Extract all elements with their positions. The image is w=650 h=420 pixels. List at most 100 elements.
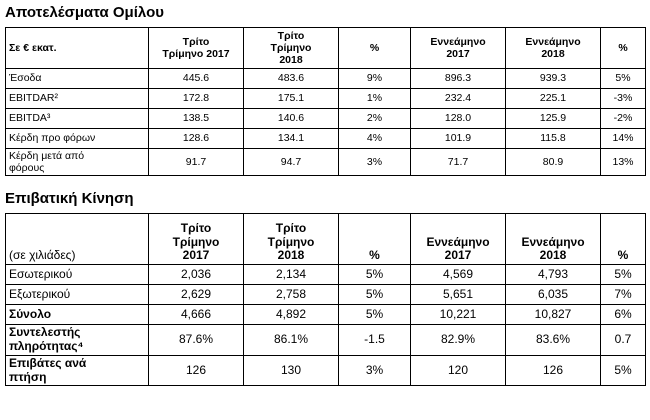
document: Αποτελέσματα Ομίλου Σε € εκατ. Τρίτο Τρίμη… — [5, 4, 646, 387]
data-row: Έσοδα 445.6 483.6 9% 896.3 939.3 5% — [5, 68, 646, 89]
value-cell: 138.5 — [148, 108, 244, 129]
value-cell: 3% — [338, 147, 411, 177]
value-cell: 83.6% — [505, 324, 601, 356]
row-label: Εξωτερικού — [5, 284, 149, 306]
value-cell: -1.5 — [338, 324, 411, 356]
value-cell: 10,827 — [505, 304, 601, 326]
header-cell: Εννεάμηνο 2017 — [410, 213, 506, 266]
data-table: Σε € εκατ. Τρίτο Τρίμηνο 2017 Τρίτο Τρίμην… — [5, 27, 646, 177]
value-cell: 120 — [410, 354, 506, 387]
header-cell: % — [338, 27, 411, 69]
row-label: EBITDA³ — [5, 108, 149, 129]
value-cell: 2,134 — [243, 264, 339, 286]
data-row: Σύνολο 4,666 4,892 5% 10,221 10,827 6% — [5, 304, 646, 326]
value-cell: 6% — [600, 304, 646, 326]
value-cell: 5% — [338, 304, 411, 326]
row-label: EBITDAR² — [5, 88, 149, 109]
section: Επιβατική Κίνηση (σε χιλιάδες) Τρίτο Τρίμη… — [5, 190, 646, 387]
header-row: (σε χιλιάδες) Τρίτο Τρίμηνο 2017 Τρίτο Τρί… — [5, 213, 646, 266]
data-table: (σε χιλιάδες) Τρίτο Τρίμηνο 2017 Τρίτο Τρί… — [5, 213, 646, 387]
value-cell: 14% — [600, 128, 646, 149]
row-label: Κέρδη προ φόρων — [5, 128, 149, 149]
value-cell: 483.6 — [243, 68, 339, 89]
header-cell: Τρίτο Τρίμηνο 2017 — [148, 213, 244, 266]
value-cell: 10,221 — [410, 304, 506, 326]
value-cell: 2,629 — [148, 284, 244, 306]
value-cell: 115.8 — [505, 128, 601, 149]
value-cell: -3% — [600, 88, 646, 109]
value-cell: 2,036 — [148, 264, 244, 286]
value-cell: 939.3 — [505, 68, 601, 89]
value-cell: 2,758 — [243, 284, 339, 306]
row-label: Κέρδη μετά από φόρους — [5, 147, 149, 177]
value-cell: -2% — [600, 108, 646, 129]
header-cell: Τρίτο Τρίμηνο 2018 — [243, 27, 339, 69]
value-cell: 225.1 — [505, 88, 601, 109]
header-cell: % — [600, 27, 646, 69]
value-cell: 125.9 — [505, 108, 601, 129]
header-cell: Σε € εκατ. — [5, 27, 149, 69]
value-cell: 2% — [338, 108, 411, 129]
data-row: Κέρδη μετά από φόρους 91.7 94.7 3% 71.7 80.9 1… — [5, 147, 646, 177]
row-label: Συντελεστής πληρότητας⁴ — [5, 324, 149, 356]
value-cell: 445.6 — [148, 68, 244, 89]
value-cell: 1% — [338, 88, 411, 109]
data-row: EBITDA³ 138.5 140.6 2% 128.0 125.9 -2% — [5, 108, 646, 129]
value-cell: 86.1% — [243, 324, 339, 356]
value-cell: 6,035 — [505, 284, 601, 306]
value-cell: 126 — [148, 354, 244, 387]
data-row: Εσωτερικού 2,036 2,134 5% 4,569 4,793 5% — [5, 264, 646, 286]
header-cell: (σε χιλιάδες) — [5, 213, 149, 266]
data-row: Εξωτερικού 2,629 2,758 5% 5,651 6,035 7% — [5, 284, 646, 306]
data-row: EBITDAR² 172.8 175.1 1% 232.4 225.1 -3% — [5, 88, 646, 109]
section: Αποτελέσματα Ομίλου Σε € εκατ. Τρίτο Τρίμη… — [5, 4, 646, 177]
value-cell: 175.1 — [243, 88, 339, 109]
value-cell: 130 — [243, 354, 339, 387]
value-cell: 4,793 — [505, 264, 601, 286]
data-row: Συντελεστής πληρότητας⁴ 87.6% 86.1% -1.5 82.… — [5, 324, 646, 356]
value-cell: 126 — [505, 354, 601, 387]
value-cell: 5% — [338, 264, 411, 286]
value-cell: 140.6 — [243, 108, 339, 129]
value-cell: 4,892 — [243, 304, 339, 326]
value-cell: 82.9% — [410, 324, 506, 356]
value-cell: 4,666 — [148, 304, 244, 326]
value-cell: 134.1 — [243, 128, 339, 149]
value-cell: 172.8 — [148, 88, 244, 109]
value-cell: 7% — [600, 284, 646, 306]
row-label: Σύνολο — [5, 304, 149, 326]
value-cell: 71.7 — [410, 147, 506, 177]
value-cell: 5% — [338, 284, 411, 306]
value-cell: 5% — [600, 264, 646, 286]
value-cell: 4% — [338, 128, 411, 149]
header-cell: Τρίτο Τρίμηνο 2017 — [148, 27, 244, 69]
value-cell: 5,651 — [410, 284, 506, 306]
row-label: Επιβάτες ανά πτήση — [5, 354, 149, 387]
value-cell: 232.4 — [410, 88, 506, 109]
value-cell: 896.3 — [410, 68, 506, 89]
row-label: Έσοδα — [5, 68, 149, 89]
header-cell: % — [338, 213, 411, 266]
value-cell: 5% — [600, 68, 646, 89]
row-label: Εσωτερικού — [5, 264, 149, 286]
value-cell: 101.9 — [410, 128, 506, 149]
section-title: Επιβατική Κίνηση — [5, 190, 134, 208]
header-cell: Εννεάμηνο 2017 — [410, 27, 506, 69]
header-cell: Τρίτο Τρίμηνο 2018 — [243, 213, 339, 266]
value-cell: 3% — [338, 354, 411, 387]
value-cell: 5% — [600, 354, 646, 387]
value-cell: 87.6% — [148, 324, 244, 356]
header-cell: % — [600, 213, 646, 266]
value-cell: 128.0 — [410, 108, 506, 129]
value-cell: 9% — [338, 68, 411, 89]
header-cell: Εννεάμηνο 2018 — [505, 213, 601, 266]
section-title: Αποτελέσματα Ομίλου — [5, 4, 164, 21]
value-cell: 13% — [600, 147, 646, 177]
value-cell: 0.7 — [600, 324, 646, 356]
data-row: Επιβάτες ανά πτήση 126 130 3% 120 126 5% — [5, 354, 646, 387]
value-cell: 94.7 — [243, 147, 339, 177]
value-cell: 80.9 — [505, 147, 601, 177]
header-row: Σε € εκατ. Τρίτο Τρίμηνο 2017 Τρίτο Τρίμην… — [5, 27, 646, 69]
value-cell: 128.6 — [148, 128, 244, 149]
